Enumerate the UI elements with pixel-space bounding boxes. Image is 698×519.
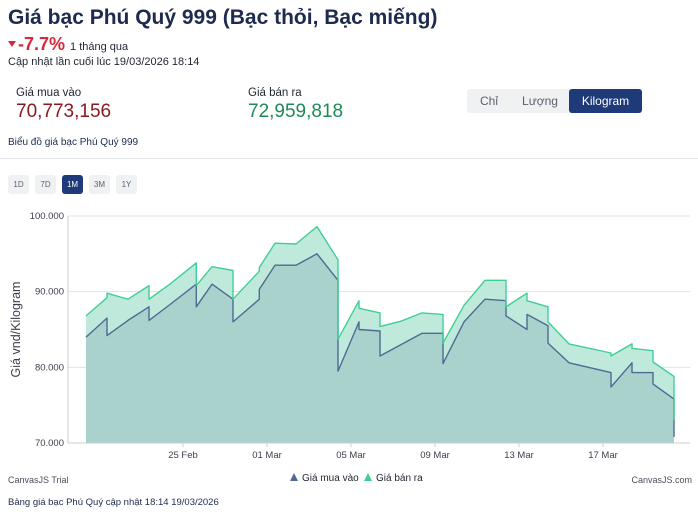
- chart-credit: CanvasJS Trial: [8, 475, 69, 485]
- y-tick-label: 90.000: [35, 287, 64, 298]
- change-period: 1 tháng qua: [70, 41, 129, 53]
- range-button-1y[interactable]: 1Y: [116, 175, 137, 194]
- down-caret-icon: [8, 41, 16, 47]
- y-tick-label: 70.000: [35, 438, 64, 449]
- legend-sell-marker: [364, 473, 372, 481]
- x-tick-label: 09 Mar: [420, 450, 450, 461]
- change-percent: -7.7%: [18, 34, 66, 54]
- y-tick-label: 100.000: [30, 211, 64, 222]
- buy-price-label: Giá mua vào: [16, 87, 82, 99]
- legend-buy-label: Giá mua vào: [302, 473, 359, 484]
- range-button-1d[interactable]: 1D: [8, 175, 29, 194]
- range-button-3m[interactable]: 3M: [89, 175, 110, 194]
- y-tick-label: 80.000: [35, 362, 64, 373]
- legend-buy-marker: [290, 473, 298, 481]
- buy-price-value: 70,773,156: [16, 101, 112, 122]
- footer-note: Bảng giá bạc Phú Quý cập nhật 18:14 19/0…: [8, 497, 219, 508]
- chart-subtitle: Biểu đồ giá bạc Phú Quý 999: [8, 137, 139, 148]
- range-selector: 1D 7D 1M 3M 1Y: [8, 175, 137, 194]
- change-row: -7.7% 1 tháng qua: [8, 34, 128, 55]
- x-tick-label: 25 Feb: [168, 450, 198, 461]
- unit-button-chi[interactable]: Chỉ: [479, 94, 498, 108]
- range-button-7d[interactable]: 7D: [35, 175, 56, 194]
- x-tick-label: 01 Mar: [252, 450, 282, 461]
- unit-button-kilogram[interactable]: Kilogram: [569, 89, 642, 113]
- sell-price-value: 72,959,818: [248, 101, 344, 122]
- x-tick-label: 13 Mar: [504, 450, 534, 461]
- divider: [0, 158, 698, 159]
- series-line-buy: [85, 253, 675, 437]
- chart-site: CanvasJS.com: [631, 475, 692, 485]
- sell-price-label: Giá bán ra: [248, 87, 302, 99]
- price-chart[interactable]: 70.000 80.000 90.000 100.000 Giá vnd/Kilogra…: [0, 200, 698, 495]
- x-tick-label: 05 Mar: [336, 450, 366, 461]
- y-axis-title: Giá vnd/Kilogram: [9, 282, 23, 378]
- unit-selector: Chỉ Lượng Kilogram: [467, 89, 642, 113]
- legend-sell-label: Giá bán ra: [376, 473, 423, 484]
- range-button-1m[interactable]: 1M: [62, 175, 83, 194]
- x-tick-label: 17 Mar: [588, 450, 618, 461]
- last-updated: Cập nhật lần cuối lúc 19/03/2026 18:14: [8, 56, 200, 68]
- unit-button-luong[interactable]: Lượng: [522, 94, 558, 108]
- page-title: Giá bạc Phú Quý 999 (Bạc thỏi, Bạc miếng…: [8, 6, 438, 29]
- series-line-sell: [85, 225, 675, 421]
